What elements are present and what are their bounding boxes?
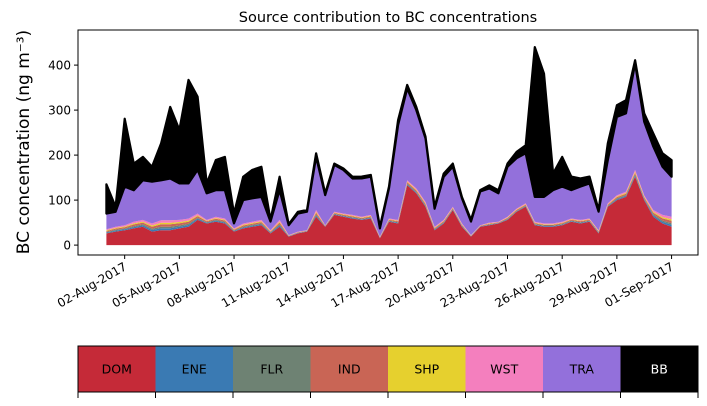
y-tick-label: 300	[48, 104, 71, 118]
colorbar-label-tra: TRA	[569, 362, 595, 377]
y-tick-label: 200	[48, 149, 71, 163]
colorbar-frame	[77, 345, 699, 393]
x-axis: 02-Aug-201705-Aug-201708-Aug-201711-Aug-…	[55, 255, 676, 310]
colorbar-swatch-ind	[310, 346, 389, 392]
colorbar-label-shp: SHP	[414, 362, 439, 377]
y-axis: 0 100 200 300 400	[48, 59, 78, 253]
area-dom	[106, 176, 672, 246]
y-tick-label: 400	[48, 59, 71, 73]
colorbar-swatch-shp	[388, 346, 466, 392]
y-tick-label: 0	[63, 239, 71, 253]
colorbar-swatch-ene	[155, 346, 234, 392]
source-colorbar-legend: DOM ENE FLR IND SHP WST TRA BB	[77, 345, 699, 398]
y-axis-label: BC concentration (ng m⁻³)	[14, 30, 34, 254]
colorbar-label-bb: BB	[651, 362, 668, 377]
chart-title: Source contribution to BC concentrations	[239, 10, 537, 26]
colorbar-label-wst: WST	[490, 362, 518, 377]
plot-frame	[77, 29, 699, 256]
colorbar-swatch-dom	[78, 346, 156, 392]
colorbar-swatch-bb	[620, 346, 699, 392]
area-bb	[105, 46, 673, 230]
colorbar-swatch-flr	[233, 346, 311, 392]
colorbar-label-dom: DOM	[102, 362, 132, 377]
colorbar-swatch-tra	[543, 346, 621, 392]
area-tra	[106, 63, 672, 237]
colorbar-label-ind: IND	[338, 362, 361, 377]
colorbar-label-flr: FLR	[260, 362, 283, 377]
colorbar-label-ene: ENE	[182, 362, 207, 377]
colorbar-swatch-wst	[465, 346, 544, 392]
y-tick-label: 100	[48, 194, 71, 208]
area-layers	[105, 46, 673, 246]
